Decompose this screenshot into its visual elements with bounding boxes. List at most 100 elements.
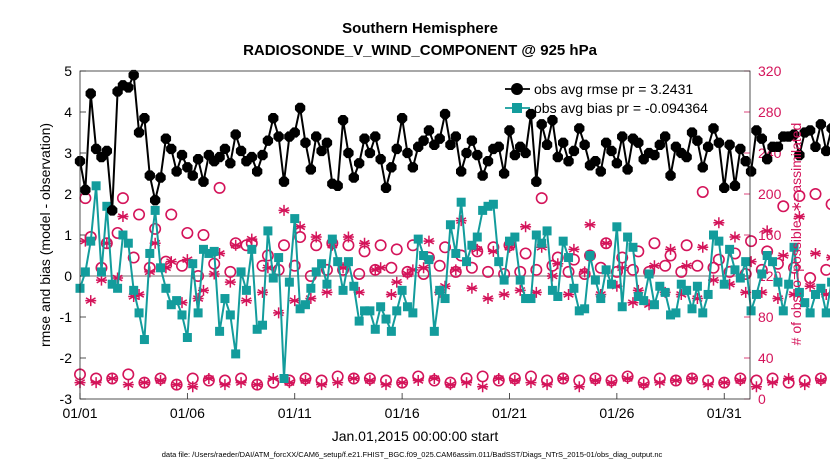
rmse-point: [370, 131, 381, 142]
obs-assimilated-point: [552, 258, 564, 270]
obs-assimilated-point: [101, 237, 113, 249]
y-tick-label: 5: [64, 63, 72, 79]
bias-point: [327, 234, 337, 244]
bias-point: [531, 230, 541, 240]
rmse-point: [337, 115, 349, 126]
rmse-point: [176, 149, 188, 161]
obs-assimilated-point: [665, 243, 677, 255]
rmse-point: [482, 156, 494, 167]
obs-assimilated-point: [305, 293, 317, 305]
rmse-point: [423, 125, 435, 136]
bias-point: [354, 316, 364, 326]
bias-point: [311, 267, 321, 277]
rmse-point: [375, 153, 386, 165]
rmse-point: [552, 151, 563, 163]
obs-assimilated-point: [691, 293, 703, 305]
y-axis-label: rmse and bias (model - observation): [37, 123, 53, 347]
obs-assimilated-point: [230, 239, 242, 251]
obs-assimilated-point: [568, 243, 580, 255]
bias-point: [96, 267, 106, 277]
obs-assimilated-point: [546, 270, 558, 282]
bias-point: [805, 308, 815, 318]
obs-assimilated-point: [423, 235, 435, 247]
bias-point: [526, 294, 536, 304]
obs-assimilated-point: [541, 379, 553, 391]
obs-assimilated-point: [375, 262, 387, 274]
rmse-point: [278, 176, 290, 187]
obs-assimilated-point: [783, 373, 795, 384]
x-tick-label: 01/11: [278, 405, 312, 421]
obs-assimilated-point: [240, 295, 252, 307]
rmse-point: [574, 123, 585, 134]
obs-possible-point: [777, 200, 790, 213]
rmse-point: [600, 137, 612, 148]
bias-point: [279, 374, 289, 383]
rmse-point: [85, 88, 96, 99]
rmse-point: [590, 156, 601, 167]
rmse-point: [321, 137, 333, 148]
obs-assimilated-point: [584, 219, 596, 231]
obs-possible-point: [439, 241, 452, 254]
rmse-point: [144, 170, 155, 181]
x-tick-label: 01/01: [62, 405, 97, 421]
y-tick-label: 3: [64, 145, 72, 161]
bias-point: [800, 298, 810, 308]
bias-point: [483, 201, 493, 211]
x-tick-label: 01/06: [170, 405, 205, 421]
obs-assimilated-point: [155, 375, 167, 387]
obs-assimilated-point: [611, 280, 623, 292]
obs-assimilated-point: [530, 286, 542, 298]
bias-point: [290, 214, 300, 224]
rmse-point: [654, 139, 665, 150]
bias-point: [666, 310, 676, 320]
obs-assimilated-point: [702, 379, 714, 391]
chart-title: Southern Hemisphere: [342, 20, 498, 37]
obs-possible-point: [320, 263, 333, 276]
obs-assimilated-point: [804, 280, 816, 292]
bias-point: [810, 289, 820, 299]
obs-assimilated-point: [160, 262, 172, 274]
bias-point: [284, 277, 294, 287]
rmse-point: [541, 139, 553, 150]
obs-possible-point: [149, 222, 162, 235]
rmse-point: [450, 131, 461, 142]
legend-rmse-label: obs avg rmse pr = 3.2431: [534, 81, 693, 97]
bias-point: [644, 269, 654, 279]
rmse-point: [456, 166, 467, 177]
obs-assimilated-point: [208, 268, 220, 280]
obs-assimilated-point: [391, 276, 403, 288]
bias-point: [574, 306, 584, 316]
obs-assimilated-point: [557, 373, 569, 384]
bias-point: [322, 279, 332, 289]
obs-possible-point: [390, 243, 403, 256]
x-tick-label: 01/31: [707, 405, 742, 421]
x-axis: 01/01 01/06 01/11 01/16 01/21 01/26 01/31: [62, 393, 742, 421]
rmse-point: [445, 139, 456, 150]
legend-rmse-marker: [511, 83, 523, 95]
y-tick-label: -1: [60, 309, 73, 325]
obs-assimilated-point: [418, 262, 430, 274]
rmse-point: [343, 147, 354, 159]
rmse-point: [466, 135, 478, 146]
obs-possible-point: [712, 253, 725, 266]
rmse-point: [160, 133, 172, 144]
obs-assimilated-point: [176, 297, 188, 309]
bias-point: [419, 251, 429, 260]
obs-assimilated-point: [675, 288, 687, 300]
obs-assimilated-point: [487, 245, 499, 257]
bias-point: [687, 304, 697, 314]
obs-assimilated-point: [224, 276, 236, 288]
y-right-tick-label: 320: [758, 63, 782, 79]
rmse-point: [149, 194, 161, 206]
obs-assimilated-point: [401, 268, 413, 280]
bias-point: [177, 310, 187, 320]
obs-possible-point: [745, 235, 758, 248]
obs-assimilated-point: [638, 379, 650, 391]
bias-point: [714, 236, 724, 246]
bias-point: [150, 205, 160, 215]
rmse-point: [187, 170, 198, 181]
bias-point: [751, 289, 761, 299]
rmse-point: [708, 123, 719, 134]
rmse-point: [622, 164, 633, 175]
bias-point: [768, 257, 778, 267]
